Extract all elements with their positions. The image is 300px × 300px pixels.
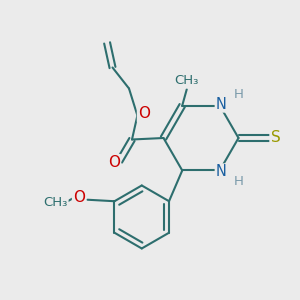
Text: H: H	[233, 176, 243, 188]
Text: H: H	[233, 88, 243, 100]
Text: O: O	[73, 190, 85, 205]
Text: S: S	[271, 130, 280, 146]
Text: CH₃: CH₃	[43, 196, 68, 209]
Text: O: O	[108, 155, 120, 170]
Text: N: N	[216, 97, 227, 112]
Text: O: O	[138, 106, 150, 122]
Text: CH₃: CH₃	[175, 74, 199, 87]
Text: N: N	[216, 164, 227, 179]
